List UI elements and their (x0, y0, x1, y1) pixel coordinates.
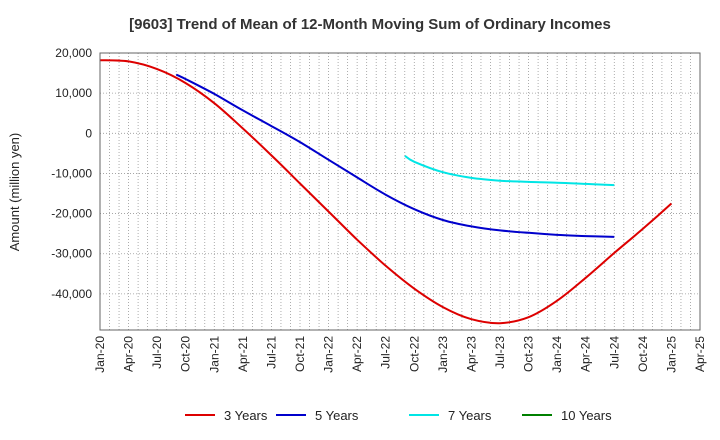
x-tick-label: Apr-23 (464, 336, 478, 372)
y-tick-label: 10,000 (55, 86, 92, 100)
x-tick-label: Oct-20 (179, 336, 193, 372)
y-tick-label: -40,000 (51, 287, 92, 301)
x-tick-label: Jan-23 (436, 336, 450, 373)
y-tick-label: -10,000 (51, 166, 92, 180)
y-ticks: 20,000 10,000 0 -10,000 -20,000 -30,000 -40,00… (51, 46, 92, 301)
x-tick-label: Jul-20 (150, 336, 164, 369)
x-tick-label: Jan-20 (93, 336, 107, 373)
legend: 3 Years 5 Years 7 Years 10 Years (185, 408, 612, 423)
x-tick-label: Apr-21 (236, 336, 250, 372)
x-tick-label: Oct-24 (636, 336, 650, 372)
x-tick-label: Jan-21 (207, 336, 221, 373)
plot-frame (99, 52, 701, 331)
series-line-7-years (404, 154, 615, 187)
series-line-3-years (99, 59, 673, 325)
x-tick-label: Jul-22 (379, 336, 393, 369)
legend-label: 10 Years (561, 408, 612, 423)
x-tick-label: Apr-20 (122, 336, 136, 372)
x-tick-label: Jul-21 (264, 336, 278, 369)
x-tick-label: Jan-25 (664, 336, 678, 373)
y-axis-label: Amount (million yen) (7, 133, 22, 252)
x-tick-label: Apr-25 (693, 336, 707, 372)
series-layer (99, 59, 673, 325)
grid (100, 53, 700, 330)
series-line-5-years (175, 73, 615, 238)
y-tick-label: 20,000 (55, 46, 92, 60)
y-tick-label: -30,000 (51, 247, 92, 261)
legend-label: 3 Years (224, 408, 268, 423)
x-tick-label: Jul-24 (607, 336, 621, 369)
x-tick-label: Jan-22 (322, 336, 336, 373)
legend-label: 7 Years (448, 408, 492, 423)
legend-label: 5 Years (315, 408, 359, 423)
x-tick-label: Oct-22 (407, 336, 421, 372)
y-tick-label: -20,000 (51, 207, 92, 221)
x-tick-label: Oct-23 (522, 336, 536, 372)
x-tick-label: Jan-24 (550, 336, 564, 373)
x-tick-label: Jul-23 (493, 336, 507, 369)
x-tick-label: Apr-24 (579, 336, 593, 372)
x-ticks: Jan-20 Apr-20 Jul-20 Oct-20 Jan-21 Apr-21 Jul-… (93, 336, 707, 373)
y-tick-label: 0 (85, 126, 92, 140)
x-tick-label: Apr-22 (350, 336, 364, 372)
x-tick-label: Oct-21 (293, 336, 307, 372)
chart-title: [9603] Trend of Mean of 12-Month Moving … (129, 16, 611, 33)
